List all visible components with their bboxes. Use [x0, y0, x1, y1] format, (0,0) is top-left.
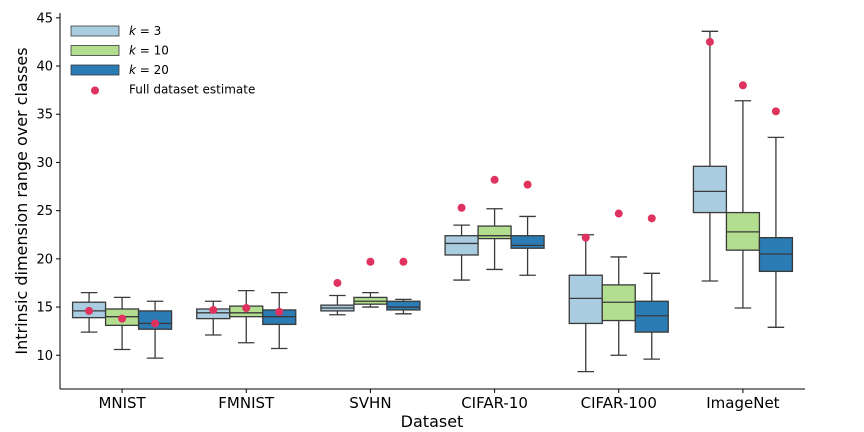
full-dataset-estimate-point	[705, 37, 714, 46]
box-cifar-100-k-10	[601, 256, 636, 356]
x-axis-title: Dataset	[401, 412, 464, 431]
iqr-box	[386, 300, 421, 311]
y-tick-label: 25	[36, 204, 53, 219]
box-imagenet-k-20	[758, 136, 794, 328]
box-svhn-k-20	[386, 298, 421, 315]
box-mnist-k-10	[104, 296, 140, 351]
iqr-box	[568, 274, 603, 325]
full-dataset-estimate-point	[771, 107, 780, 116]
full-dataset-estimate-point	[738, 81, 747, 90]
x-tick-label: ImageNet	[706, 394, 779, 412]
x-ticks: MNIST FMNIST SVHN CIFAR-10 CIFAR-100 ImageNet	[98, 389, 780, 412]
plot-marks	[71, 30, 794, 373]
x-tick-label: CIFAR-100	[581, 394, 657, 412]
box-fmnist-k-20	[262, 291, 297, 350]
box-cifar-100-k-3	[568, 234, 603, 373]
legend-marker-full-dataset-estimate	[91, 86, 99, 95]
y-tick-label: 35	[36, 108, 53, 123]
box-svhn-k-10	[353, 291, 388, 308]
iqr-box	[444, 235, 479, 256]
box-fmnist-k-10	[229, 290, 264, 344]
legend-swatch-k-10	[70, 45, 120, 56]
legend: k = 3 k = 10 k = 20 Full dataset estimate	[70, 24, 255, 97]
full-dataset-estimate-point	[490, 175, 499, 184]
full-dataset-estimate-point	[242, 304, 251, 313]
box-imagenet-k-3	[692, 30, 728, 282]
box-svhn-k-3	[320, 294, 355, 316]
box-cifar-10-k-3	[444, 224, 479, 281]
full-dataset-estimate-point	[85, 306, 94, 315]
y-ticks: 10 15 20 25 30 35 40 45	[36, 11, 60, 364]
iqr-box	[477, 225, 512, 240]
iqr-box	[510, 235, 545, 249]
iqr-box	[692, 165, 728, 214]
full-dataset-estimate-point	[118, 314, 127, 323]
y-tick-label: 45	[36, 11, 53, 26]
full-dataset-estimate-point	[209, 305, 218, 314]
full-dataset-estimate-point	[275, 307, 284, 316]
full-dataset-estimate-point	[333, 278, 342, 287]
full-dataset-estimate-point	[151, 319, 160, 328]
full-dataset-estimate-point	[366, 257, 375, 266]
legend-swatch-k-3	[70, 25, 120, 37]
x-tick-label: MNIST	[98, 394, 146, 412]
legend-label-k-20: k = 20	[129, 63, 169, 77]
y-tick-label: 15	[36, 301, 53, 316]
x-tick-label: CIFAR-10	[461, 394, 528, 412]
box-mnist-k-20	[137, 300, 173, 359]
x-tick-label: FMNIST	[218, 394, 275, 412]
legend-label-full-dataset-estimate: Full dataset estimate	[129, 83, 255, 97]
y-tick-label: 40	[36, 60, 53, 75]
iqr-box	[634, 300, 669, 333]
box-cifar-100-k-20	[634, 272, 669, 360]
full-dataset-estimate-point	[399, 257, 408, 266]
full-dataset-estimate-point	[647, 214, 656, 223]
full-dataset-estimate-point	[523, 180, 532, 189]
box-cifar-10-k-10	[477, 208, 512, 271]
full-dataset-estimate-point	[457, 203, 466, 212]
y-axis-title: Intrinsic dimension range over classes	[12, 47, 31, 354]
y-tick-label: 10	[36, 349, 53, 364]
legend-label-k-10: k = 10	[129, 44, 169, 58]
box-cifar-10-k-20	[510, 215, 545, 276]
y-tick-label: 30	[36, 156, 53, 171]
legend-swatch-k-20	[70, 64, 120, 76]
full-dataset-estimate-point	[581, 233, 590, 242]
axes	[59, 13, 805, 390]
box-imagenet-k-10	[725, 100, 761, 309]
legend-label-k-3: k = 3	[129, 24, 161, 38]
full-dataset-estimate-point	[614, 209, 623, 218]
y-tick-label: 20	[36, 252, 53, 267]
x-tick-label: SVHN	[349, 394, 391, 412]
